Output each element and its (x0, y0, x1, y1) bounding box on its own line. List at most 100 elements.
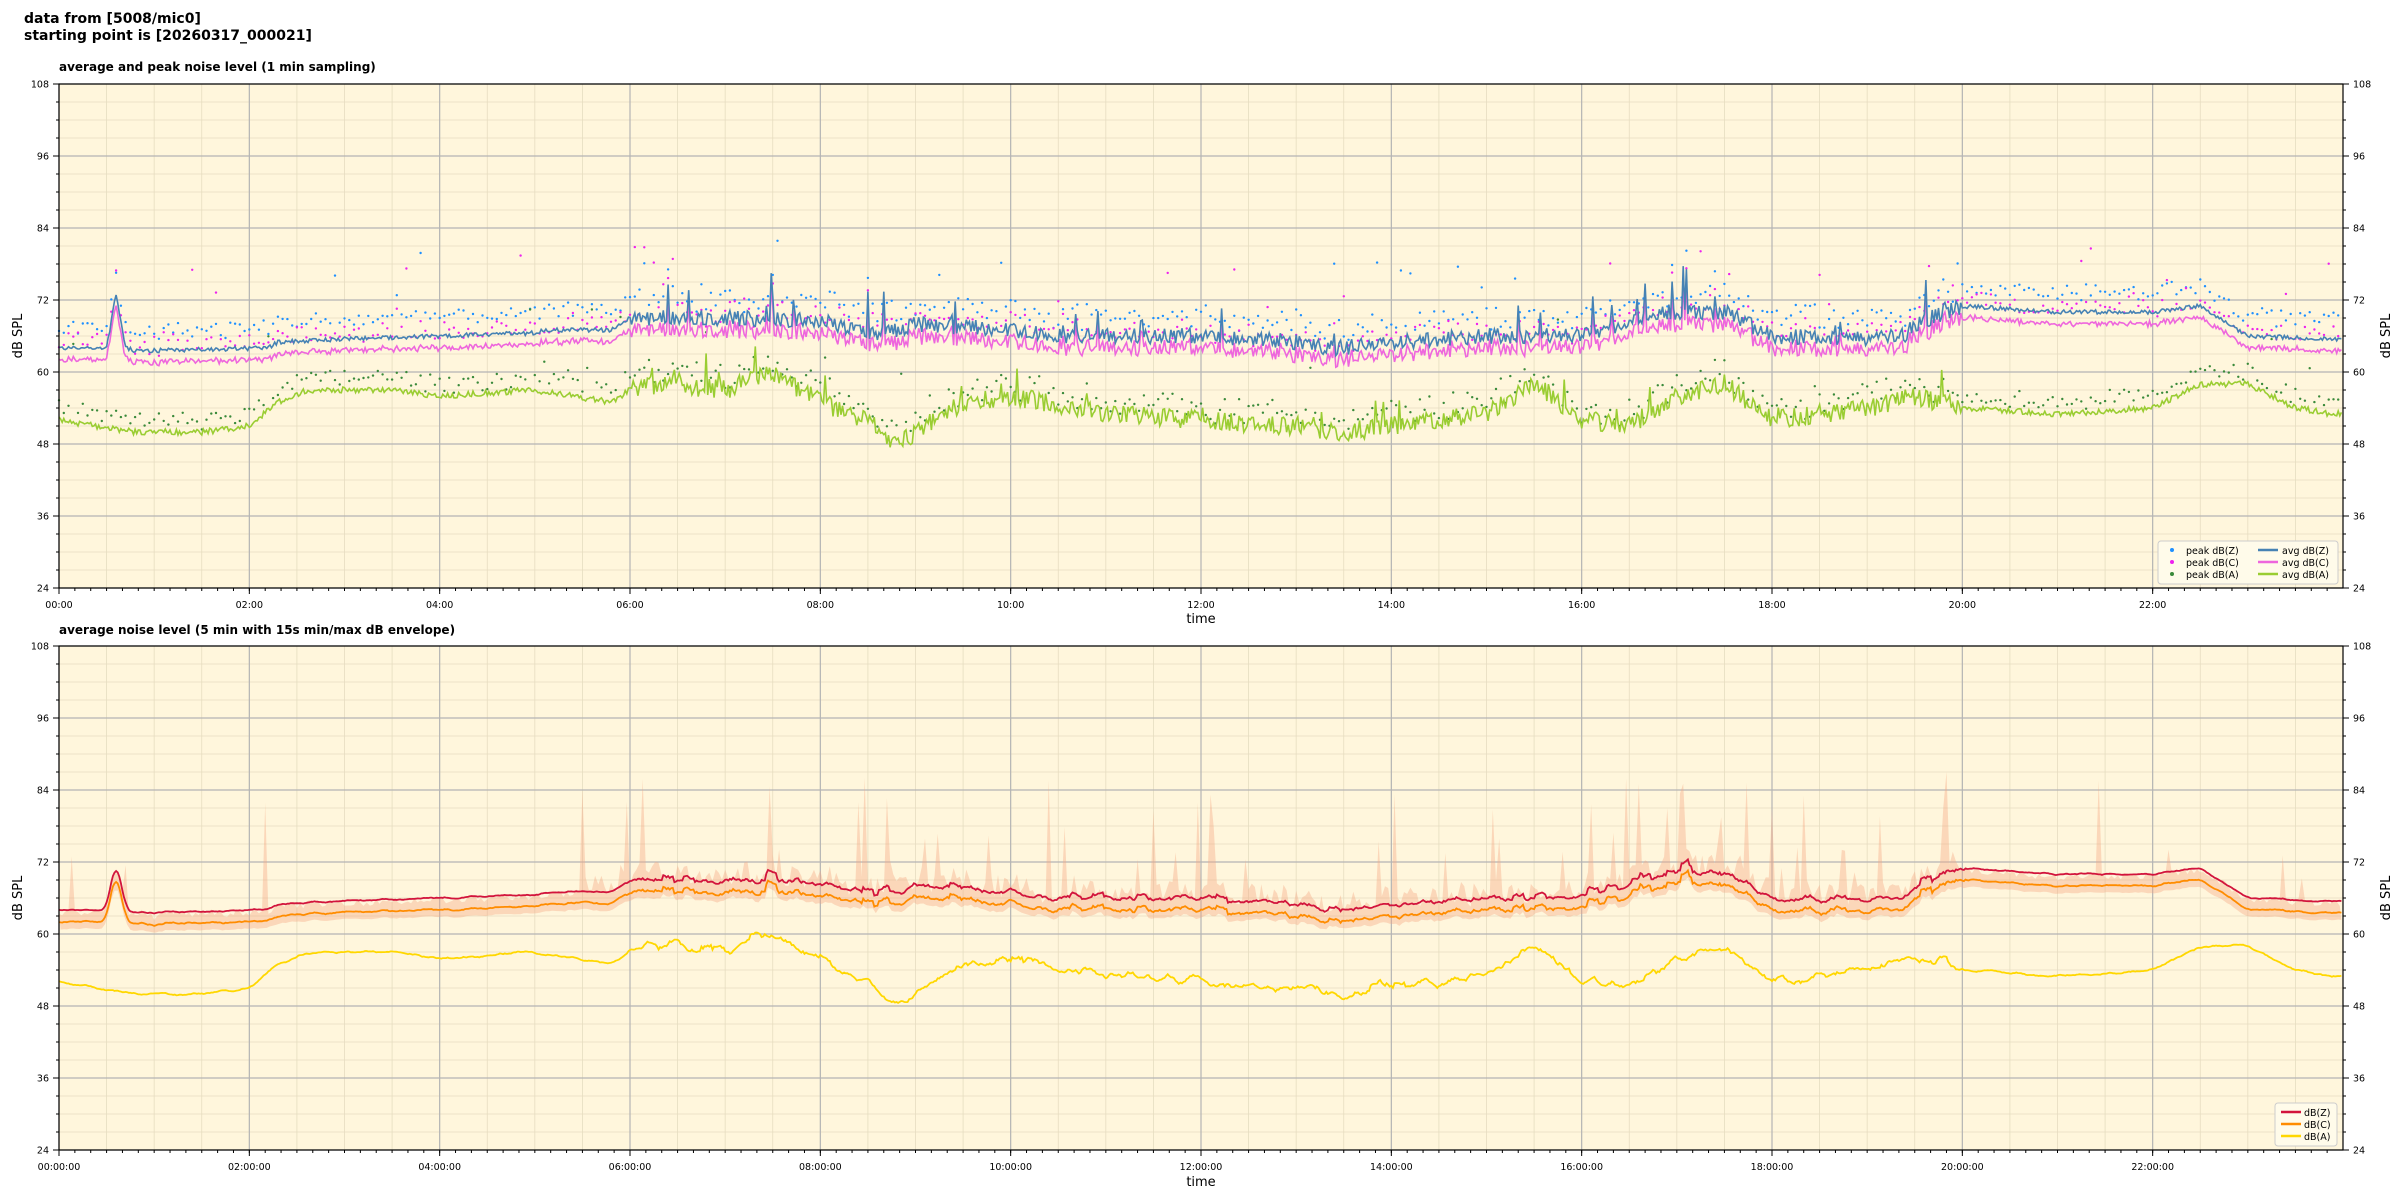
peak-z-point (319, 320, 322, 323)
peak-z-point (1404, 324, 1407, 328)
peak-a-point (866, 407, 870, 410)
peak-z-point (1133, 309, 1136, 313)
peak-z-point (1000, 261, 1003, 264)
peak-c-point (2008, 303, 2012, 306)
peak-c-point (86, 343, 89, 346)
peak-a-point (433, 383, 437, 386)
peak-c-point (162, 331, 165, 334)
peak-c-point (238, 334, 241, 338)
peak-c-point (2080, 259, 2083, 263)
peak-a-point (1128, 398, 1131, 401)
peak-a-point (1961, 400, 1964, 404)
peak-z-point (509, 307, 513, 310)
peak-a-point (310, 371, 313, 375)
peak-c-point (1123, 328, 1127, 331)
peak-a-point (638, 368, 641, 371)
peak-a-point (966, 393, 969, 397)
peak-a-point (1366, 413, 1369, 416)
peak-c-point (1670, 271, 1674, 274)
peak-z-point (1047, 312, 1050, 315)
peak-a-point (2299, 397, 2302, 400)
peak-a-point (747, 368, 751, 371)
peak-z-point (1375, 261, 1379, 264)
peak-z-point (176, 321, 180, 325)
peak-z-point (1704, 290, 1707, 294)
peak-z-point (1594, 311, 1598, 314)
peak-z-point (1275, 321, 1279, 324)
peak-z-point (519, 311, 522, 315)
peak-a-point (1433, 412, 1436, 415)
starting-point-label: starting point is [20260317_000021] (24, 28, 312, 44)
peak-a-point (857, 402, 860, 406)
peak-z-point (752, 301, 755, 304)
peak-z-point (1019, 316, 1022, 320)
peak-z-point (1318, 331, 1322, 334)
peak-a-point (362, 376, 365, 380)
peak-z-point (2094, 284, 2097, 287)
peak-z-point (995, 310, 998, 313)
peak-z-point (1951, 300, 1955, 303)
peak-a-point (2080, 400, 2083, 403)
peak-a-point (557, 378, 560, 381)
peak-c-point (933, 319, 936, 322)
peak-a-point (91, 408, 94, 412)
peak-z-point (1352, 333, 1355, 337)
peak-a-point (1490, 397, 1493, 400)
peak-a-point (471, 375, 475, 379)
peak-a-point (424, 390, 427, 393)
peak-z-point (2175, 293, 2178, 296)
peak-z-point (1689, 295, 1693, 298)
peak-z-point (243, 329, 246, 333)
peak-z-point (2275, 325, 2278, 328)
peak-c-point (1908, 315, 1912, 319)
peak-a-point (429, 373, 432, 376)
peak-z-point (1418, 311, 1422, 314)
chart-panel-2: 24 24 36 36 48 48 60 60 72 72 84 84 96 96 108 108 00:00:… (11, 623, 2394, 1190)
peak-c-point (200, 347, 203, 350)
peak-z-point (1980, 285, 1983, 288)
peak-z-point (857, 302, 860, 305)
peak-z-point (1547, 324, 1550, 327)
peak-c-point (224, 345, 227, 348)
peak-z-point (1209, 314, 1212, 318)
peak-a-point (900, 372, 903, 375)
peak-a-point (1104, 401, 1108, 404)
peak-a-point (833, 395, 836, 398)
peak-a-point (842, 402, 846, 406)
peak-a-point (1604, 415, 1607, 418)
peak-a-point (2046, 398, 2050, 401)
peak-c-point (1071, 321, 1074, 324)
peak-z-point (552, 307, 556, 310)
peak-a-point (690, 374, 694, 377)
peak-c-point (1770, 321, 1774, 324)
peak-a-point (2256, 379, 2259, 382)
peak-z-point (1908, 308, 1912, 312)
peak-z-point (181, 332, 184, 335)
peak-c-point (819, 314, 822, 317)
peak-a-point (481, 389, 484, 392)
peak-z-point (695, 310, 698, 313)
peak-c-point (1899, 320, 1902, 324)
peak-z-point (1799, 310, 1802, 313)
peak-z-point (257, 328, 261, 331)
peak-a-point (1071, 396, 1074, 399)
peak-c-point (671, 257, 674, 261)
peak-c-point (248, 334, 251, 337)
peak-c-point (1271, 335, 1274, 339)
peak-c-point (1447, 319, 1450, 323)
peak-c-point (1485, 324, 1488, 327)
peak-a-point (376, 369, 379, 373)
legend-marker (2170, 572, 2174, 576)
peak-z-point (1823, 326, 1826, 329)
peak-c-point (467, 327, 470, 331)
peak-c-point (143, 340, 146, 344)
peak-z-point (476, 321, 479, 324)
peak-c-point (1471, 338, 1474, 342)
peak-c-point (919, 312, 922, 315)
peak-a-point (714, 369, 717, 372)
peak-a-point (1556, 318, 1560, 321)
peak-a-point (67, 404, 70, 407)
peak-a-point (319, 379, 322, 382)
peak-a-point (619, 315, 622, 319)
peak-a-point (1799, 399, 1802, 402)
